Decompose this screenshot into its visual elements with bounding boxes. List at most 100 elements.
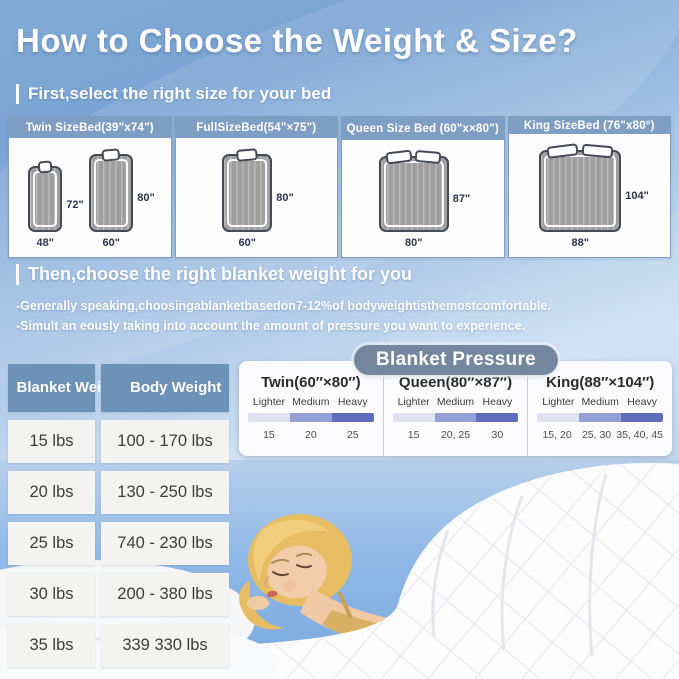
blanket-weight-value: 15 lbs [8,420,95,463]
body-weight-value: 100 - 170 lbs [101,420,229,463]
bar-segment-medium [579,413,622,422]
pressure-values: 15, 20 25, 30 35, 40, 45 [537,429,663,441]
header-blanket-weight: Blanket Weight [8,364,125,412]
page-title: How to Choose the Weight & Size? [16,22,578,59]
body-weight-value: 200 - 380 lbs [101,573,229,616]
level-label: Medium [436,396,475,408]
bar-segment-heavy [476,413,519,422]
bed-diagram: 80" 60" [222,148,294,249]
pressure-value: 20, 25 [440,429,471,441]
pressure-value: 15 [263,429,275,441]
level-label: Lighter [397,396,430,408]
bed-width-label: 60" [102,237,120,249]
level-label: Heavy [337,396,368,408]
table-row: 20 lbs 130 - 250 lbs [8,471,229,514]
bed-diagram: 87" 80" [378,149,470,249]
card-queen-title: Queen Size Bed (60"x×80") [342,117,504,140]
body-weight-value: 130 - 250 lbs [101,471,229,514]
section-heading-size: First,select the right size for your bed [16,84,331,104]
pressure-value: 25, 30 [581,429,612,441]
mattress [89,148,134,232]
table-row: 15 lbs 100 - 170 lbs [8,420,229,463]
blanket-weight-value: 20 lbs [8,471,95,514]
blanket-pressure-badge: Blanket Pressure [353,345,559,375]
bed-height-label: 72" [66,199,84,212]
pressure-value: 15 [407,429,420,441]
blanket-folds [431,473,608,657]
card-full-title: FullSizeBed(54"×75") [175,117,337,138]
pillow-icon [101,148,121,162]
bed-width-label: 88" [571,237,589,249]
bed-height-label: 104" [625,189,649,202]
pressure-gradient-bar [248,413,374,422]
card-twin-title: Twin SizeBed(39"x74") [9,117,171,138]
bed-width-label: 48" [36,237,54,249]
mattress [378,149,449,232]
card-full-body: 80" 60" [176,138,338,257]
level-label: Medium [581,396,619,408]
pillow-icon [385,149,414,165]
bed-size-cards: Twin SizeBed(39"x74") 72" 48" 80" 60" [8,116,671,258]
card-king-body: 104" 88" [509,134,671,257]
bar-segment-medium [434,413,477,422]
blanket-weight-value: 25 lbs [8,522,95,565]
note-line: -Generally speaking,choosingablanketbase… [16,299,551,313]
pillow-icon [37,160,53,174]
pillow-icon [236,148,259,162]
pressure-value: 20 [304,429,317,441]
weight-table-header: Blanket Weight Body Weight [8,364,229,412]
table-row: 30 lbs 200 - 380 lbs [8,573,229,616]
mattress [28,160,63,232]
card-king: King SizeBed (76"x80°) 104" 88" [507,116,671,258]
bed-diagram: 104" 88" [539,143,649,249]
card-full: FullSizeBed(54"×75") 80" 60" [174,116,338,258]
bed-height-label: 80" [137,192,155,204]
section-heading-weight: Then,choose the right blanket weight for… [16,264,412,285]
bed-height-label: 80" [276,192,294,204]
card-queen: Queen Size Bed (60"x×80") 87" 80" [341,116,505,258]
blanket-pressure-panel: Twin(60″×80″) Lighter Medium Heavy 15 20… [239,361,672,456]
pillow-icon [581,143,614,159]
pressure-size-title: King(88″×104″) [546,374,655,391]
pillow-icon [414,149,442,165]
pressure-size-title: Twin(60″×80″) [261,374,361,391]
bar-segment-heavy [331,413,374,422]
pressure-size-title: Queen(80″×87″) [398,374,513,391]
header-body-weight: Body Weight [101,364,229,412]
bed-width-label: 60" [238,237,256,249]
pressure-levels: Lighter Medium Heavy [393,396,519,408]
level-label: Lighter [252,396,285,408]
pressure-column-king: King(88″×104″) Lighter Medium Heavy 15, … [527,374,672,456]
card-queen-body: 87" 80" [342,140,504,257]
weight-table: Blanket Weight Body Weight 15 lbs 100 - … [8,364,229,675]
level-label: Lighter [542,396,575,408]
pressure-value: 15, 20 [542,429,572,441]
card-king-title: King SizeBed (76"x80°) [508,117,670,134]
pressure-value: 30 [491,429,504,441]
card-twin-body: 72" 48" 80" 60" [9,138,171,257]
body-weight-value: 740 - 230 lbs [101,522,229,565]
pressure-value: 25 [346,429,359,441]
mattress [222,148,273,232]
table-row: 25 lbs 740 - 230 lbs [8,522,229,565]
pressure-column-queen: Queen(80″×87″) Lighter Medium Heavy 15 2… [382,374,528,456]
bed-width-label: 80" [405,237,423,249]
level-label: Heavy [627,396,657,408]
pressure-gradient-bar [537,413,664,422]
level-label: Heavy [482,396,513,408]
bar-segment-lighter [248,413,290,422]
blanket-weight-value: 35 lbs [8,624,95,667]
pressure-levels: Lighter Medium Heavy [537,396,663,408]
level-label: Medium [292,396,330,408]
table-row: 35 lbs 339 330 lbs [8,624,229,667]
bed-diagram: 72" 48" [28,160,84,249]
bar-segment-lighter [392,413,435,422]
bar-segment-medium [289,413,332,422]
pressure-values: 15 20 25 [248,429,374,441]
card-twin: Twin SizeBed(39"x74") 72" 48" 80" 60" [8,116,172,258]
mattress [539,143,622,232]
pillow-icon [546,143,580,159]
pressure-column-twin: Twin(60″×80″) Lighter Medium Heavy 15 20… [239,374,383,456]
bar-segment-lighter [537,413,580,422]
